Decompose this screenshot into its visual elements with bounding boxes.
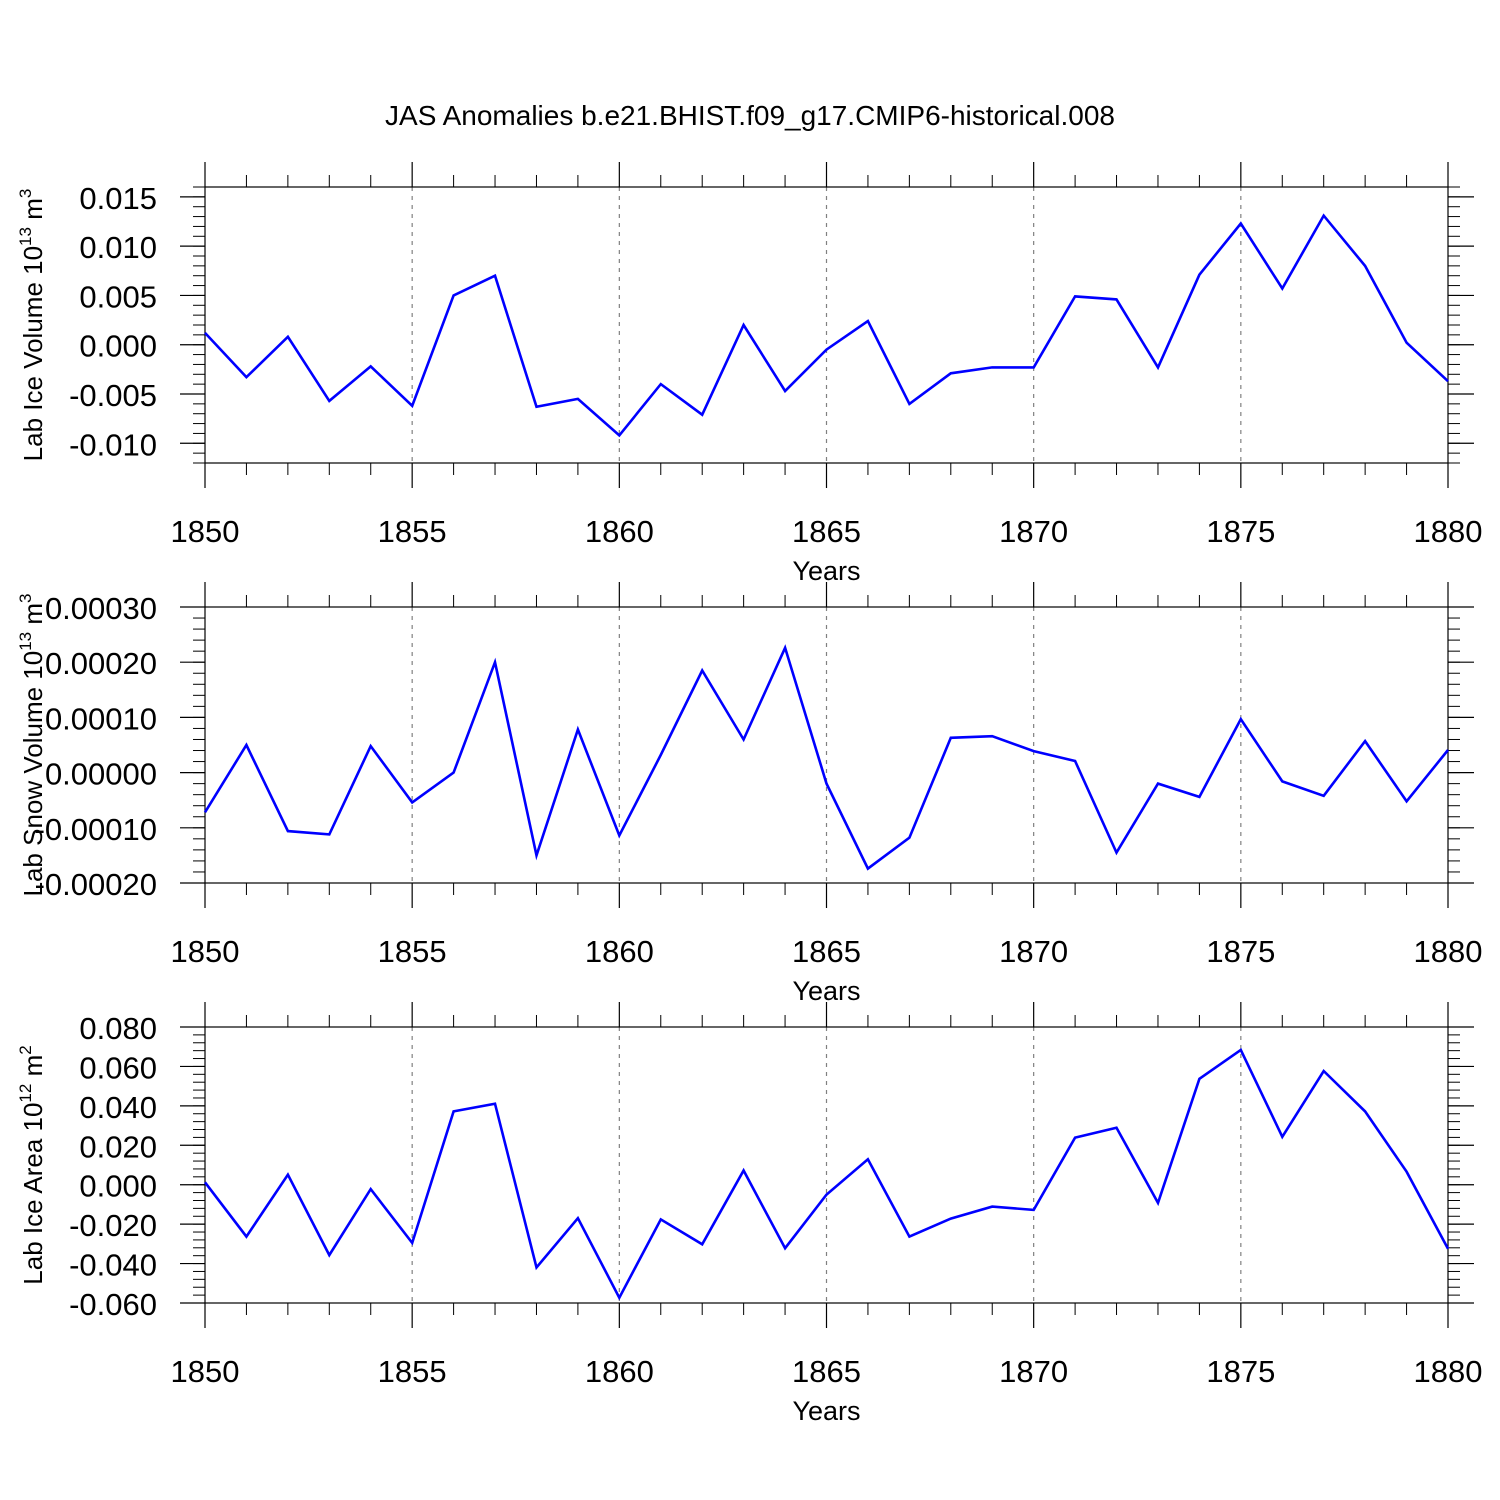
y-axis-label-superscript: 13 xyxy=(16,227,35,246)
y-axis-label-superscript: 12 xyxy=(16,1084,35,1103)
y-tick-label: -0.060 xyxy=(69,1287,157,1322)
x-tick-label: 1870 xyxy=(999,1354,1068,1389)
x-tick-label: 1865 xyxy=(792,1354,861,1389)
y-tick-label: -0.040 xyxy=(69,1248,157,1283)
x-tick-label: 1875 xyxy=(1206,514,1275,549)
x-tick-label: 1870 xyxy=(999,514,1068,549)
x-tick-label: 1870 xyxy=(999,934,1068,969)
y-axis-label-superscript: 3 xyxy=(16,593,35,602)
y-axis-label-part: m xyxy=(18,198,48,227)
x-tick-label: 1855 xyxy=(378,1354,447,1389)
panel-2: -0.00020 -0.00010 0.00000 0.00010 0.00020 0.0… xyxy=(16,582,1482,1006)
y-tick-label: 0.080 xyxy=(79,1011,157,1046)
x-tick-label: 1875 xyxy=(1206,934,1275,969)
y-axis-label-part: m xyxy=(18,1055,48,1084)
x-tick-label: 1865 xyxy=(792,514,861,549)
x-axis-label: Years xyxy=(792,556,860,586)
panel-3: -0.060 -0.040 -0.020 0.000 0.020 0.040 0.060 0.… xyxy=(16,1002,1482,1426)
y-axis-label-superscript: 13 xyxy=(16,632,35,651)
y-tick-label: 0.040 xyxy=(79,1090,157,1125)
y-axis-label: Lab Snow Volume 1013 m3 xyxy=(16,593,48,896)
y-axis-label-part: m xyxy=(18,603,48,632)
y-axis-label-superscript: 2 xyxy=(16,1045,35,1054)
y-tick-label: -0.005 xyxy=(69,378,157,413)
x-tick-label: 1860 xyxy=(585,514,654,549)
panels-group: -0.010 -0.005 0.000 0.005 0.010 0.015 1850 1855… xyxy=(16,162,1482,1426)
y-tick-label: -0.020 xyxy=(69,1208,157,1243)
data-series-line xyxy=(203,644,1450,871)
y-tick-label: 0.020 xyxy=(79,1129,157,1164)
x-tick-label: 1880 xyxy=(1414,934,1483,969)
y-tick-label: -0.00010 xyxy=(35,812,157,847)
panel-1: -0.010 -0.005 0.000 0.005 0.010 0.015 1850 1855… xyxy=(16,162,1482,586)
x-tick-label: 1860 xyxy=(585,1354,654,1389)
y-axis-label-part: Lab Snow Volume 10 xyxy=(18,651,48,897)
y-tick-label: 0.00030 xyxy=(45,591,157,626)
y-axis-label: Lab Ice Area 1012 m2 xyxy=(16,1045,48,1284)
x-tick-label: 1875 xyxy=(1206,1354,1275,1389)
x-tick-label: 1880 xyxy=(1414,1354,1483,1389)
y-tick-label: 0.060 xyxy=(79,1050,157,1085)
y-axis-label-superscript: 3 xyxy=(16,189,35,198)
x-tick-label: 1850 xyxy=(171,514,240,549)
data-series-line xyxy=(203,1047,1450,1301)
y-axis-label-part: Lab Ice Area 10 xyxy=(18,1103,48,1285)
x-tick-label: 1850 xyxy=(171,1354,240,1389)
x-tick-label: 1880 xyxy=(1414,514,1483,549)
data-series-line xyxy=(204,213,1449,438)
y-tick-label: 0.00010 xyxy=(45,701,157,736)
x-tick-label: 1855 xyxy=(378,934,447,969)
y-tick-label: 0.00020 xyxy=(45,646,157,681)
x-tick-label: 1855 xyxy=(378,514,447,549)
x-axis-label: Years xyxy=(792,1396,860,1426)
y-tick-label: 0.00000 xyxy=(45,757,157,792)
y-tick-label: 0.015 xyxy=(79,181,157,216)
y-tick-label: 0.000 xyxy=(79,1169,157,1204)
x-tick-label: 1860 xyxy=(585,934,654,969)
y-tick-label: 0.010 xyxy=(79,230,157,265)
y-axis-label-part: Lab Ice Volume 10 xyxy=(18,246,48,461)
x-tick-label: 1865 xyxy=(792,934,861,969)
y-tick-label: 0.005 xyxy=(79,279,157,314)
y-tick-label: 0.000 xyxy=(79,329,157,364)
figure-title: JAS Anomalies b.e21.BHIST.f09_g17.CMIP6-… xyxy=(385,100,1115,131)
y-tick-label: -0.010 xyxy=(69,427,157,462)
x-tick-label: 1850 xyxy=(171,934,240,969)
y-axis-label: Lab Ice Volume 1013 m3 xyxy=(16,189,48,462)
y-tick-label: -0.00020 xyxy=(35,867,157,902)
x-axis-label: Years xyxy=(792,976,860,1006)
